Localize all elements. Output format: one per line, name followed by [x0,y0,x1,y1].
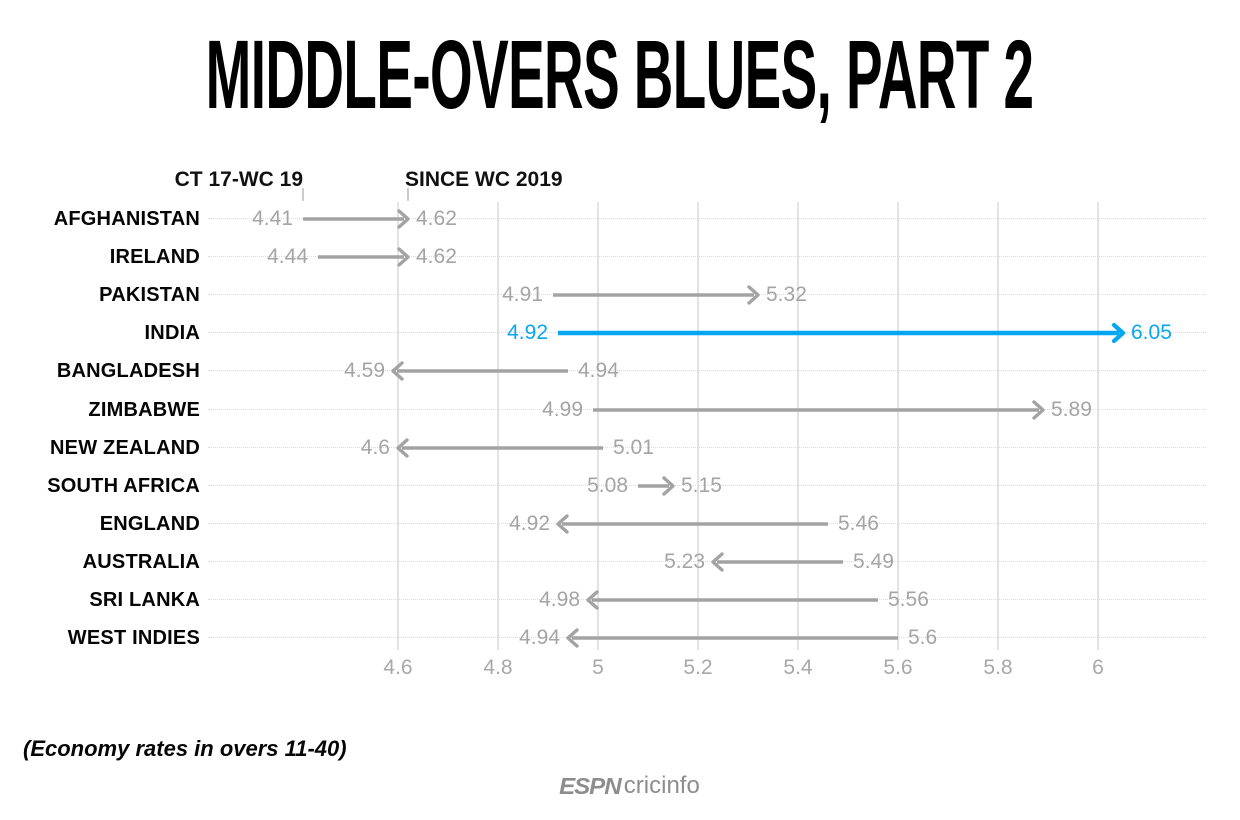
value-after: 5.32 [766,283,807,307]
team-label: BANGLADESH [56,360,200,383]
row-leader-line [208,560,1206,562]
x-gridline [597,202,599,650]
change-arrow [556,514,828,534]
espncricinfo-logo: ESPN cricinfo [11,772,1240,800]
value-after: 5.23 [664,549,705,573]
value-after: 5.15 [681,473,722,497]
chart-header: MIDDLE-OVERS BLUES, PART 2 [0,26,1240,126]
chart-title: MIDDLE-OVERS BLUES, PART 2 [206,20,1034,129]
x-axis-tick-label: 5.8 [983,656,1013,679]
value-after: 4.59 [344,359,385,383]
change-arrow-highlighted [558,323,1126,344]
change-arrow [586,590,878,610]
espn-logo-text: ESPN [559,772,622,799]
value-after: 4.92 [509,511,550,535]
row-leader-line [208,484,1206,486]
row-leader-line [208,256,1206,258]
chart-footnote: (Economy rates in overs 11-40) [23,736,347,761]
value-before: 4.91 [502,283,543,307]
x-gridline [497,202,499,650]
x-axis-tick-label: 5.4 [783,656,813,679]
team-label: ENGLAND [99,512,200,535]
change-arrow [566,628,898,648]
value-before: 4.99 [542,397,583,421]
change-arrow [638,475,675,496]
value-before: 5.56 [888,588,929,611]
x-axis-tick-label: 4.8 [483,656,513,679]
team-label: SRI LANKA [89,589,200,611]
value-after: 4.94 [519,626,560,650]
value-before: 4.41 [252,207,293,230]
x-gridline [897,202,899,650]
x-gridline [1097,202,1099,650]
value-before: 5.08 [587,473,628,497]
value-before: 4.94 [578,359,619,383]
x-gridline [797,202,799,650]
change-arrow [303,209,410,229]
value-after: 4.62 [416,207,457,230]
value-before: 4.44 [267,245,308,269]
legend-label-after-period: SINCE WC 2019 [405,168,563,191]
value-before: 5.01 [613,435,654,459]
value-before: 4.92 [507,321,548,345]
value-after: 5.89 [1051,397,1092,421]
x-axis-tick-label: 5.6 [883,656,913,679]
team-label: ZIMBABWE [88,398,200,421]
legend-tick-after [407,188,409,201]
value-after: 6.05 [1131,321,1172,345]
value-after: 4.98 [539,588,580,611]
change-arrow [711,552,843,572]
x-gridline [697,202,699,650]
legend-label-before-period: CT 17-WC 19 [174,168,303,191]
value-before: 5.46 [838,511,879,535]
team-label: INDIA [144,322,200,345]
cricinfo-logo-text: cricinfo [623,772,700,799]
team-label: NEW ZEALAND [50,436,200,459]
x-axis-tick-label: 5 [592,656,604,679]
x-gridline [397,202,399,650]
row-leader-line [208,370,1206,372]
team-label: IRELAND [109,246,200,269]
legend-tick-before [302,188,304,201]
value-after: 4.62 [416,245,457,269]
value-after: 4.6 [360,435,390,459]
change-arrow [318,247,410,267]
value-before: 5.49 [853,549,894,573]
team-label: AUSTRALIA [82,550,200,573]
value-before: 5.6 [908,626,938,650]
change-arrow [593,399,1045,420]
x-axis-tick-label: 4.6 [383,656,413,679]
team-label: PAKISTAN [99,284,200,307]
x-gridline [997,202,999,650]
team-label: WEST INDIES [67,627,200,650]
row-leader-line [208,218,1206,219]
row-leader-line [208,446,1206,448]
team-label: SOUTH AFRICA [47,474,200,497]
change-arrow [391,361,568,382]
team-label: AFGHANISTAN [53,208,200,230]
change-arrow [553,285,760,305]
x-axis-tick-label: 6 [1092,656,1104,679]
change-arrow [396,437,603,458]
x-axis-tick-label: 5.2 [683,656,713,679]
